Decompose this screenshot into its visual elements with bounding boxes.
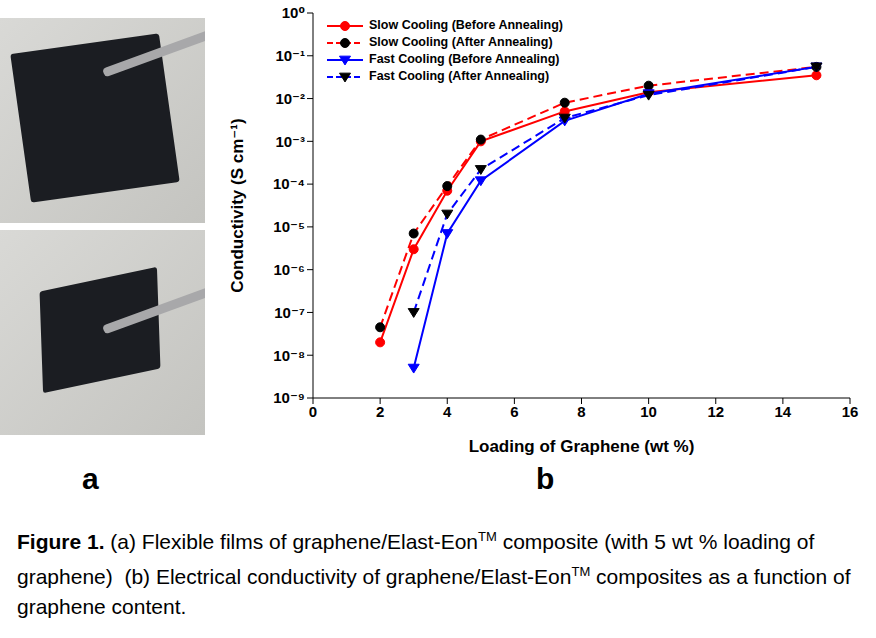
svg-text:10⁰: 10⁰ — [282, 4, 305, 21]
svg-text:12: 12 — [707, 403, 724, 420]
svg-text:4: 4 — [443, 403, 452, 420]
svg-text:10⁻⁷: 10⁻⁷ — [274, 304, 305, 321]
svg-text:6: 6 — [510, 403, 518, 420]
svg-text:16: 16 — [842, 403, 859, 420]
svg-text:10⁻⁹: 10⁻⁹ — [273, 389, 305, 406]
svg-text:Loading of Graphene (wt %): Loading of Graphene (wt %) — [469, 437, 695, 456]
svg-text:10⁻¹: 10⁻¹ — [275, 47, 305, 64]
svg-text:8: 8 — [577, 403, 585, 420]
html-text:Slow Cooling (Before Annealing: Slow Cooling (Before Annealing) — [369, 18, 563, 32]
svg-text:10⁻²: 10⁻² — [275, 90, 305, 107]
html-text:Fast Cooling (Before Annealing: Fast Cooling (Before Annealing) — [369, 52, 560, 66]
svg-text:10: 10 — [640, 403, 657, 420]
html-text:Figure 1. (a) Flexible films o: Figure 1. (a) Flexible films of graphene… — [17, 529, 857, 618]
svg-text:Conductivity (S cm⁻¹): Conductivity (S cm⁻¹) — [228, 118, 247, 292]
html-text:Slow Cooling (After Annealing): Slow Cooling (After Annealing) — [369, 35, 553, 49]
svg-text:10⁻⁸: 10⁻⁸ — [273, 347, 305, 364]
svg-text:10⁻³: 10⁻³ — [275, 133, 305, 150]
html-text:b: b — [536, 462, 555, 495]
html-text:a: a — [82, 462, 99, 495]
svg-text:10⁻⁵: 10⁻⁵ — [273, 218, 305, 235]
svg-text:14: 14 — [775, 403, 792, 420]
svg-text:0: 0 — [309, 403, 317, 420]
svg-text:2: 2 — [376, 403, 384, 420]
html-text:Fast Cooling (After Annealing): Fast Cooling (After Annealing) — [369, 69, 550, 83]
svg-text:10⁻⁴: 10⁻⁴ — [273, 175, 305, 192]
svg-text:10⁻⁶: 10⁻⁶ — [273, 261, 305, 278]
